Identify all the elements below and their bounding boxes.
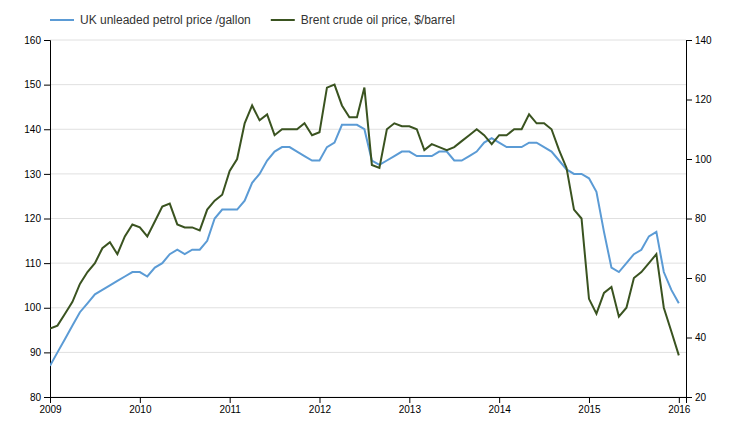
tick: 90 xyxy=(30,347,50,358)
tick-label: 2009 xyxy=(39,404,62,415)
tick-label: 2016 xyxy=(668,404,691,415)
legend-label: UK unleaded petrol price /gallon xyxy=(80,13,251,27)
tick-mark xyxy=(319,397,320,403)
tick-label: 120 xyxy=(24,213,41,224)
legend-swatch xyxy=(50,19,74,21)
plot-area: 2009 2010 2011 2012 2013 2014 2015 2016 80 90 100 1… xyxy=(24,35,712,415)
tick-mark xyxy=(44,308,50,309)
tick-label: 100 xyxy=(695,154,712,165)
tick-label: 100 xyxy=(24,302,41,313)
tick-label: 20 xyxy=(695,392,707,403)
tick-mark xyxy=(409,397,410,403)
legend: UK unleaded petrol price /gallon Brent cr… xyxy=(50,13,455,27)
tick-label: 140 xyxy=(695,35,712,46)
tick: 120 xyxy=(24,213,50,224)
tick-mark xyxy=(686,219,692,220)
tick-mark xyxy=(44,397,50,398)
legend-swatch xyxy=(271,19,295,21)
tick-mark xyxy=(230,397,231,403)
tick: 160 xyxy=(24,35,50,46)
tick-mark xyxy=(44,85,50,86)
tick-label: 2011 xyxy=(219,404,241,415)
tick: 2011 xyxy=(219,397,241,415)
tick-mark xyxy=(44,174,50,175)
series-group xyxy=(50,85,679,366)
tick: 40 xyxy=(686,332,707,343)
tick-mark xyxy=(679,397,680,403)
x-axis: 2009 2010 2011 2012 2013 2014 2015 2016 xyxy=(39,397,690,415)
grid-line xyxy=(50,263,686,264)
tick-label: 2012 xyxy=(309,404,332,415)
tick-label: 2015 xyxy=(578,404,601,415)
tick-mark xyxy=(686,397,692,398)
tick: 100 xyxy=(24,302,50,313)
tick: 2015 xyxy=(578,397,601,415)
tick-mark xyxy=(686,338,692,339)
chart: 2009 2010 2011 2012 2013 2014 2015 2016 80 90 100 1… xyxy=(0,0,736,429)
tick-label: 80 xyxy=(695,213,707,224)
legend-item: Brent crude oil price, $/barrel xyxy=(271,13,455,27)
tick: 20 xyxy=(686,392,707,403)
axis-line xyxy=(44,41,51,398)
grid-line xyxy=(50,307,686,308)
tick-mark xyxy=(44,40,50,41)
legend-item: UK unleaded petrol price /gallon xyxy=(50,13,251,27)
tick-label: 140 xyxy=(24,124,41,135)
tick: 2016 xyxy=(668,397,691,415)
tick: 60 xyxy=(686,273,707,284)
tick-label: 60 xyxy=(695,273,707,284)
grid-line xyxy=(50,352,686,353)
tick: 100 xyxy=(686,154,712,165)
tick: 80 xyxy=(30,392,50,403)
tick: 80 xyxy=(686,213,707,224)
series-line xyxy=(50,85,679,356)
tick-mark xyxy=(686,40,692,41)
axis-line xyxy=(51,398,687,404)
tick-label: 2014 xyxy=(489,404,512,415)
grid-line xyxy=(50,173,686,174)
tick-mark xyxy=(499,397,500,403)
tick-mark xyxy=(589,397,590,403)
tick-mark xyxy=(686,100,692,101)
tick-label: 160 xyxy=(24,35,41,46)
tick-label: 80 xyxy=(30,392,42,403)
grid-line xyxy=(50,84,686,85)
tick: 140 xyxy=(686,35,712,46)
tick: 2014 xyxy=(489,397,512,415)
tick-label: 90 xyxy=(30,347,42,358)
tick-mark xyxy=(44,352,50,353)
tick: 120 xyxy=(686,94,712,105)
tick-mark xyxy=(44,219,50,220)
tick: 2013 xyxy=(399,397,422,415)
grid-line xyxy=(50,218,686,219)
tick-mark xyxy=(44,129,50,130)
tick: 2010 xyxy=(129,397,152,415)
tick-label: 2010 xyxy=(129,404,152,415)
tick-mark xyxy=(686,159,692,160)
tick: 140 xyxy=(24,124,50,135)
tick-mark xyxy=(140,397,141,403)
grid-line xyxy=(50,40,686,41)
tick: 110 xyxy=(25,258,50,269)
tick-label: 150 xyxy=(24,79,41,90)
y-axis: 80 90 100 110 120 130 140 150 160 xyxy=(24,35,50,403)
axis-line xyxy=(687,41,693,398)
tick: 130 xyxy=(24,169,50,180)
y2-axis: 20 40 60 80 100 120 140 xyxy=(686,35,712,403)
tick-label: 2013 xyxy=(399,404,422,415)
legend-label: Brent crude oil price, $/barrel xyxy=(301,13,455,27)
tick-mark xyxy=(686,278,692,279)
tick-mark xyxy=(44,263,50,264)
tick: 2012 xyxy=(309,397,332,415)
tick: 2009 xyxy=(39,397,62,415)
tick-label: 110 xyxy=(25,258,41,269)
tick-label: 120 xyxy=(695,94,712,105)
tick-label: 130 xyxy=(24,169,41,180)
grid xyxy=(50,40,686,397)
tick: 150 xyxy=(24,79,50,90)
tick-label: 40 xyxy=(695,332,707,343)
